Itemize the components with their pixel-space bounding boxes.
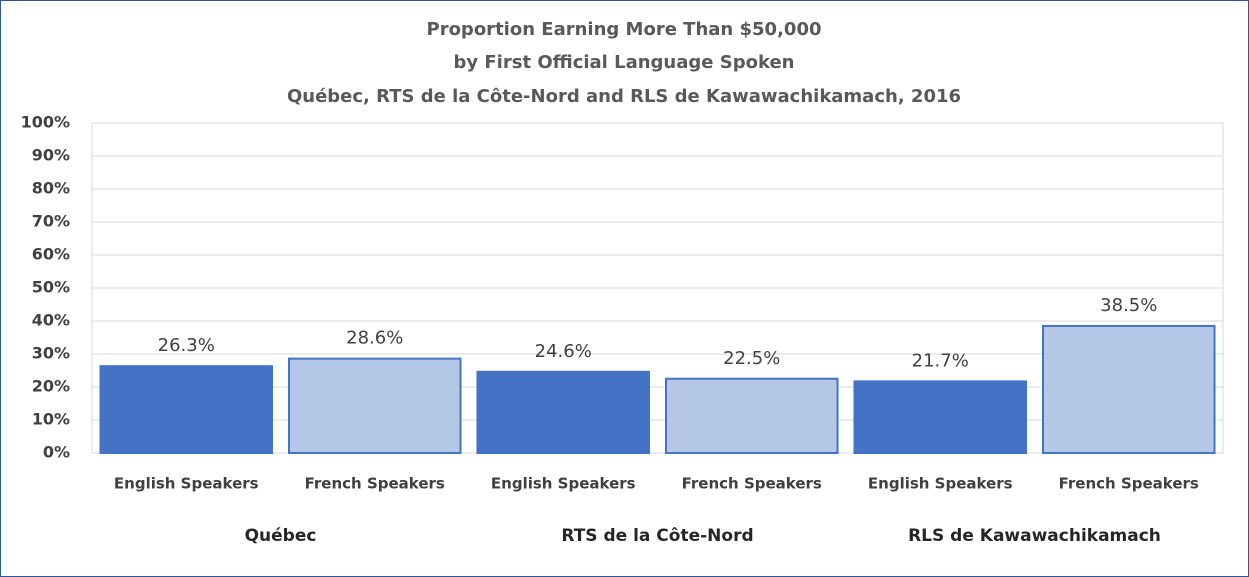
y-tick-label: 60%: [32, 245, 70, 264]
y-tick-label: 70%: [32, 212, 70, 231]
bar: [476, 370, 651, 455]
y-tick-label: 80%: [32, 179, 70, 198]
value-label: 22.5%: [723, 348, 780, 369]
y-tick-label: 90%: [32, 146, 70, 165]
group-label: Québec: [245, 526, 317, 546]
bar: [1041, 324, 1216, 455]
x-tick-label: English Speakers: [491, 475, 636, 493]
x-tick-label: French Speakers: [305, 475, 445, 493]
chart-title: Québec, RTS de la Côte-Nord and RLS de K…: [287, 86, 961, 107]
bar: [99, 365, 274, 454]
y-tick-label: 10%: [32, 410, 70, 429]
value-label: 28.6%: [346, 328, 403, 349]
bar: [853, 380, 1028, 455]
x-tick-label: English Speakers: [114, 475, 259, 493]
x-tick-label: English Speakers: [868, 475, 1013, 493]
group-label: RLS de Kawawachikamach: [908, 526, 1161, 546]
y-tick-label: 30%: [32, 344, 70, 363]
y-tick-label: 20%: [32, 377, 70, 396]
x-tick-label: French Speakers: [682, 475, 822, 493]
chart-title: Proportion Earning More Than $50,000: [427, 19, 822, 40]
bar: [664, 377, 839, 454]
value-label: 38.5%: [1100, 295, 1157, 316]
x-tick-label: French Speakers: [1059, 475, 1199, 493]
y-tick-label: 40%: [32, 311, 70, 330]
value-label: 26.3%: [158, 335, 215, 356]
group-label: RTS de la Côte-Nord: [561, 526, 753, 546]
chart-title: by First Official Language Spoken: [454, 52, 795, 73]
y-tick-label: 0%: [43, 443, 70, 462]
value-label: 21.7%: [912, 350, 969, 371]
bar: [287, 357, 462, 454]
value-label: 24.6%: [535, 341, 592, 362]
y-tick-label: 50%: [32, 278, 70, 297]
y-tick-label: 100%: [21, 113, 70, 132]
